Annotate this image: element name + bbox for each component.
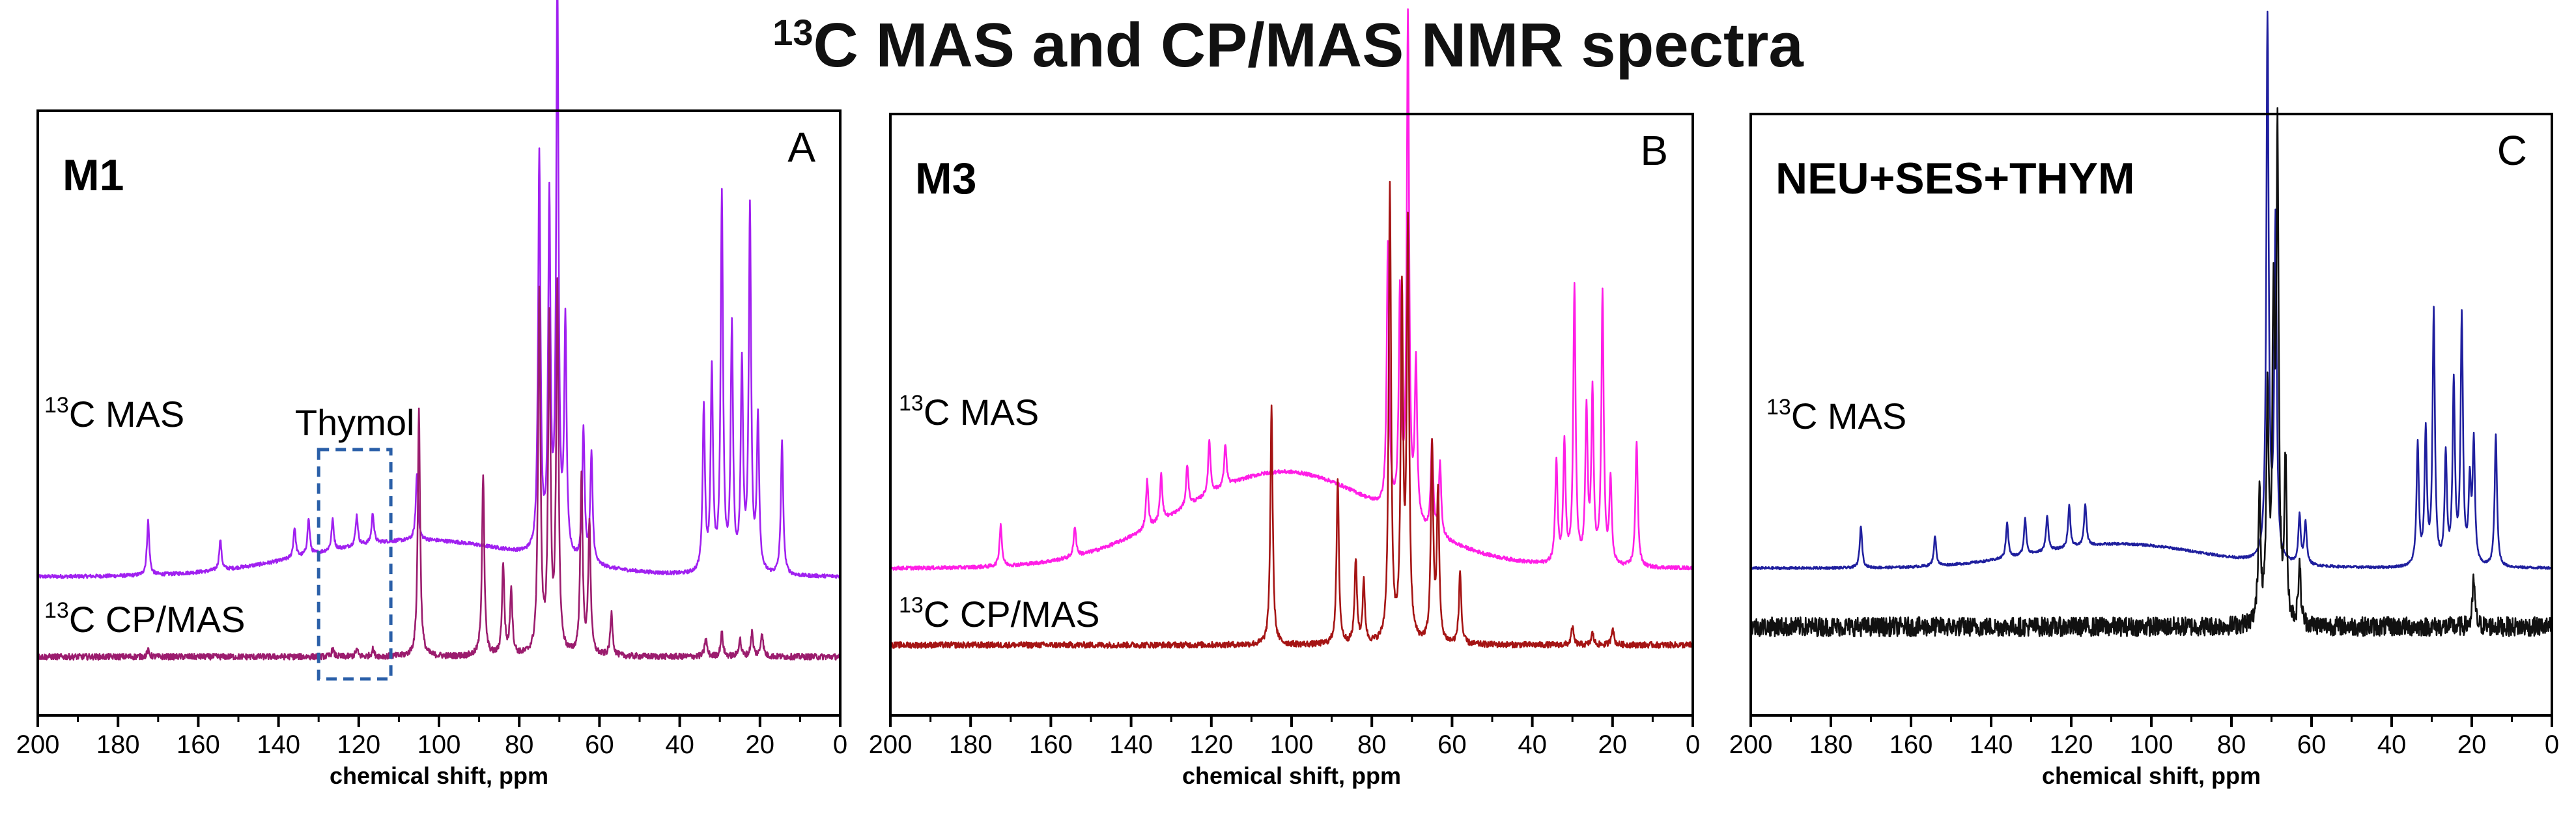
x-tick-label: 40 — [1518, 730, 1547, 759]
x-axis-title: chemical shift, ppm — [2042, 762, 2261, 789]
sample-label: M3 — [915, 154, 976, 203]
x-tick-label: 80 — [1357, 730, 1387, 759]
sample-label: NEU+SES+THYM — [1776, 154, 2135, 203]
sample-label: M1 — [63, 151, 124, 200]
panel-letter: C — [2497, 127, 2527, 174]
x-tick-label: 0 — [2545, 730, 2559, 759]
x-tick-label: 180 — [1809, 730, 1853, 759]
x-tick-label: 20 — [1598, 730, 1628, 759]
x-tick-label: 140 — [1970, 730, 2013, 759]
x-axis-title: chemical shift, ppm — [1182, 762, 1401, 789]
trace-label-cp-mas: 13C CP/MAS — [44, 598, 246, 640]
trace-label-mas: 13C MAS — [44, 393, 184, 435]
x-tick-label: 180 — [949, 730, 993, 759]
x-axis-title: chemical shift, ppm — [330, 762, 548, 789]
trace-label-mas: 13C MAS — [899, 391, 1039, 433]
x-tick-label: 120 — [337, 730, 380, 759]
x-tick-label: 100 — [1270, 730, 1314, 759]
x-tick-label: 40 — [665, 730, 694, 759]
x-tick-label: 200 — [16, 730, 60, 759]
x-tick-label: 20 — [746, 730, 775, 759]
panel-a-trace-mas — [36, 0, 842, 579]
x-tick-label: 160 — [1029, 730, 1073, 759]
panel-letter: B — [1640, 127, 1668, 174]
x-tick-label: 60 — [1437, 730, 1467, 759]
panel-c-trace-mas — [1750, 10, 2553, 571]
x-tick-label: 0 — [1686, 730, 1700, 759]
panel-b-trace-cp-mas — [889, 180, 1694, 649]
thymol-highlight-box — [317, 448, 393, 681]
x-tick-label: 60 — [585, 730, 614, 759]
x-tick-label: 80 — [505, 730, 534, 759]
x-tick-label: 140 — [257, 730, 300, 759]
x-tick-label: 160 — [1890, 730, 1933, 759]
panel-c-trace-cp-mas — [1749, 107, 2553, 637]
x-tick-label: 140 — [1109, 730, 1153, 759]
panel-b-trace-mas — [889, 8, 1694, 571]
x-tick-label: 20 — [2457, 730, 2487, 759]
panel-letter: A — [787, 124, 815, 171]
title-superscript: 13 — [772, 12, 814, 53]
trace-label-mas: 13C MAS — [1766, 395, 1906, 437]
x-tick-label: 160 — [177, 730, 220, 759]
x-tick-label: 0 — [833, 730, 847, 759]
title-text: C MAS and CP/MAS NMR spectra — [813, 10, 1804, 80]
x-tick-label: 80 — [2217, 730, 2246, 759]
x-tick-label: 60 — [2297, 730, 2327, 759]
panel-a-trace-cp-mas — [37, 277, 842, 661]
x-tick-label: 40 — [2377, 730, 2407, 759]
x-tick-label: 100 — [418, 730, 461, 759]
x-tick-label: 120 — [2050, 730, 2093, 759]
trace-label-cp-mas: 13C CP/MAS — [899, 593, 1100, 635]
x-tick-label: 120 — [1189, 730, 1233, 759]
figure-title: 13C MAS and CP/MAS NMR spectra — [0, 14, 2576, 77]
thymol-label: Thymol — [295, 402, 415, 443]
x-tick-label: 200 — [869, 730, 913, 759]
x-tick-label: 100 — [2130, 730, 2173, 759]
x-tick-label: 180 — [96, 730, 140, 759]
x-tick-label: 200 — [1729, 730, 1773, 759]
